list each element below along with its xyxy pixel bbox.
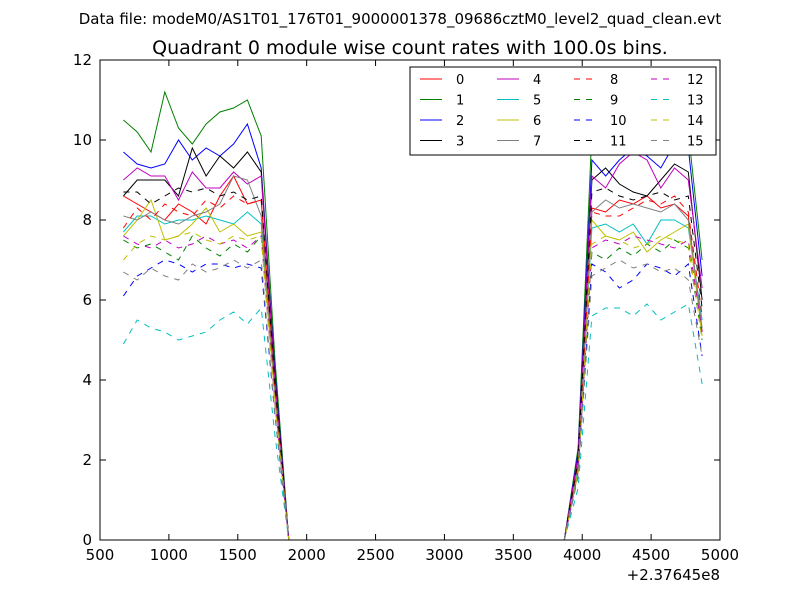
legend-label: 14: [687, 114, 704, 129]
legend-label: 4: [533, 73, 541, 88]
x-tick-label: 4500: [632, 546, 670, 564]
series-line-10: [122, 259, 703, 541]
series-line-0: [123, 175, 703, 541]
x-tick-label: 4000: [563, 546, 601, 564]
x-tick-label: 500: [86, 546, 115, 564]
legend-label: 13: [687, 94, 704, 109]
series-line-6: [123, 198, 703, 541]
x-tick-label: 2000: [288, 546, 326, 564]
series-line-12: [123, 234, 703, 541]
legend-label: 12: [687, 73, 704, 88]
series-line-1: [123, 90, 703, 541]
y-tick-label: 12: [73, 51, 92, 69]
legend-label: 3: [456, 135, 464, 150]
y-tick-label: 10: [73, 131, 92, 149]
series-line-5: [123, 211, 703, 541]
legend-label: 15: [687, 135, 704, 150]
x-offset-label: +2.37645e8: [627, 566, 720, 584]
series-line-14: [123, 231, 703, 541]
series-line-3: [123, 146, 703, 541]
series-line-8: [122, 195, 703, 541]
legend-label: 9: [610, 94, 618, 109]
x-tick-label: 3000: [425, 546, 463, 564]
series-line-7: [123, 175, 703, 541]
x-tick-label: 1500: [219, 546, 257, 564]
figure-suptitle: Data file: modeM0/AS1T01_176T01_90000013…: [79, 10, 722, 29]
x-tick-label: 2500: [356, 546, 394, 564]
legend-label: 11: [610, 135, 627, 150]
series-line-11: [123, 187, 703, 541]
legend-label: 8: [610, 73, 618, 88]
y-tick-label: 0: [82, 531, 92, 549]
series-line-15: [123, 259, 703, 541]
plot-frame: [99, 59, 721, 541]
chart-title: Quadrant 0 module wise count rates with …: [152, 37, 668, 59]
legend-label: 0: [456, 73, 464, 88]
series-line-9: [123, 234, 703, 541]
x-tick-label: 5000: [701, 546, 739, 564]
series-line-4: [123, 151, 703, 541]
plot-lines: [122, 90, 703, 541]
y-tick-label: 8: [82, 211, 92, 229]
legend-label: 6: [533, 114, 541, 129]
x-tick-label: 1000: [150, 546, 188, 564]
y-tick-label: 6: [82, 291, 92, 309]
series-line-13: [122, 303, 703, 541]
legend-label: 2: [456, 114, 464, 129]
legend-label: 7: [533, 135, 541, 150]
x-axis: 500 1000 1500 2000 2500 3000 3500 4000 4500 5000: [86, 60, 739, 564]
y-tick-label: 4: [82, 371, 92, 389]
y-tick-label: 2: [82, 451, 92, 469]
legend-label: 5: [533, 94, 541, 109]
x-tick-label: 3500: [494, 546, 532, 564]
series-line-2: [123, 122, 703, 541]
legend-label: 1: [456, 94, 464, 109]
legend-label: 10: [610, 114, 627, 129]
